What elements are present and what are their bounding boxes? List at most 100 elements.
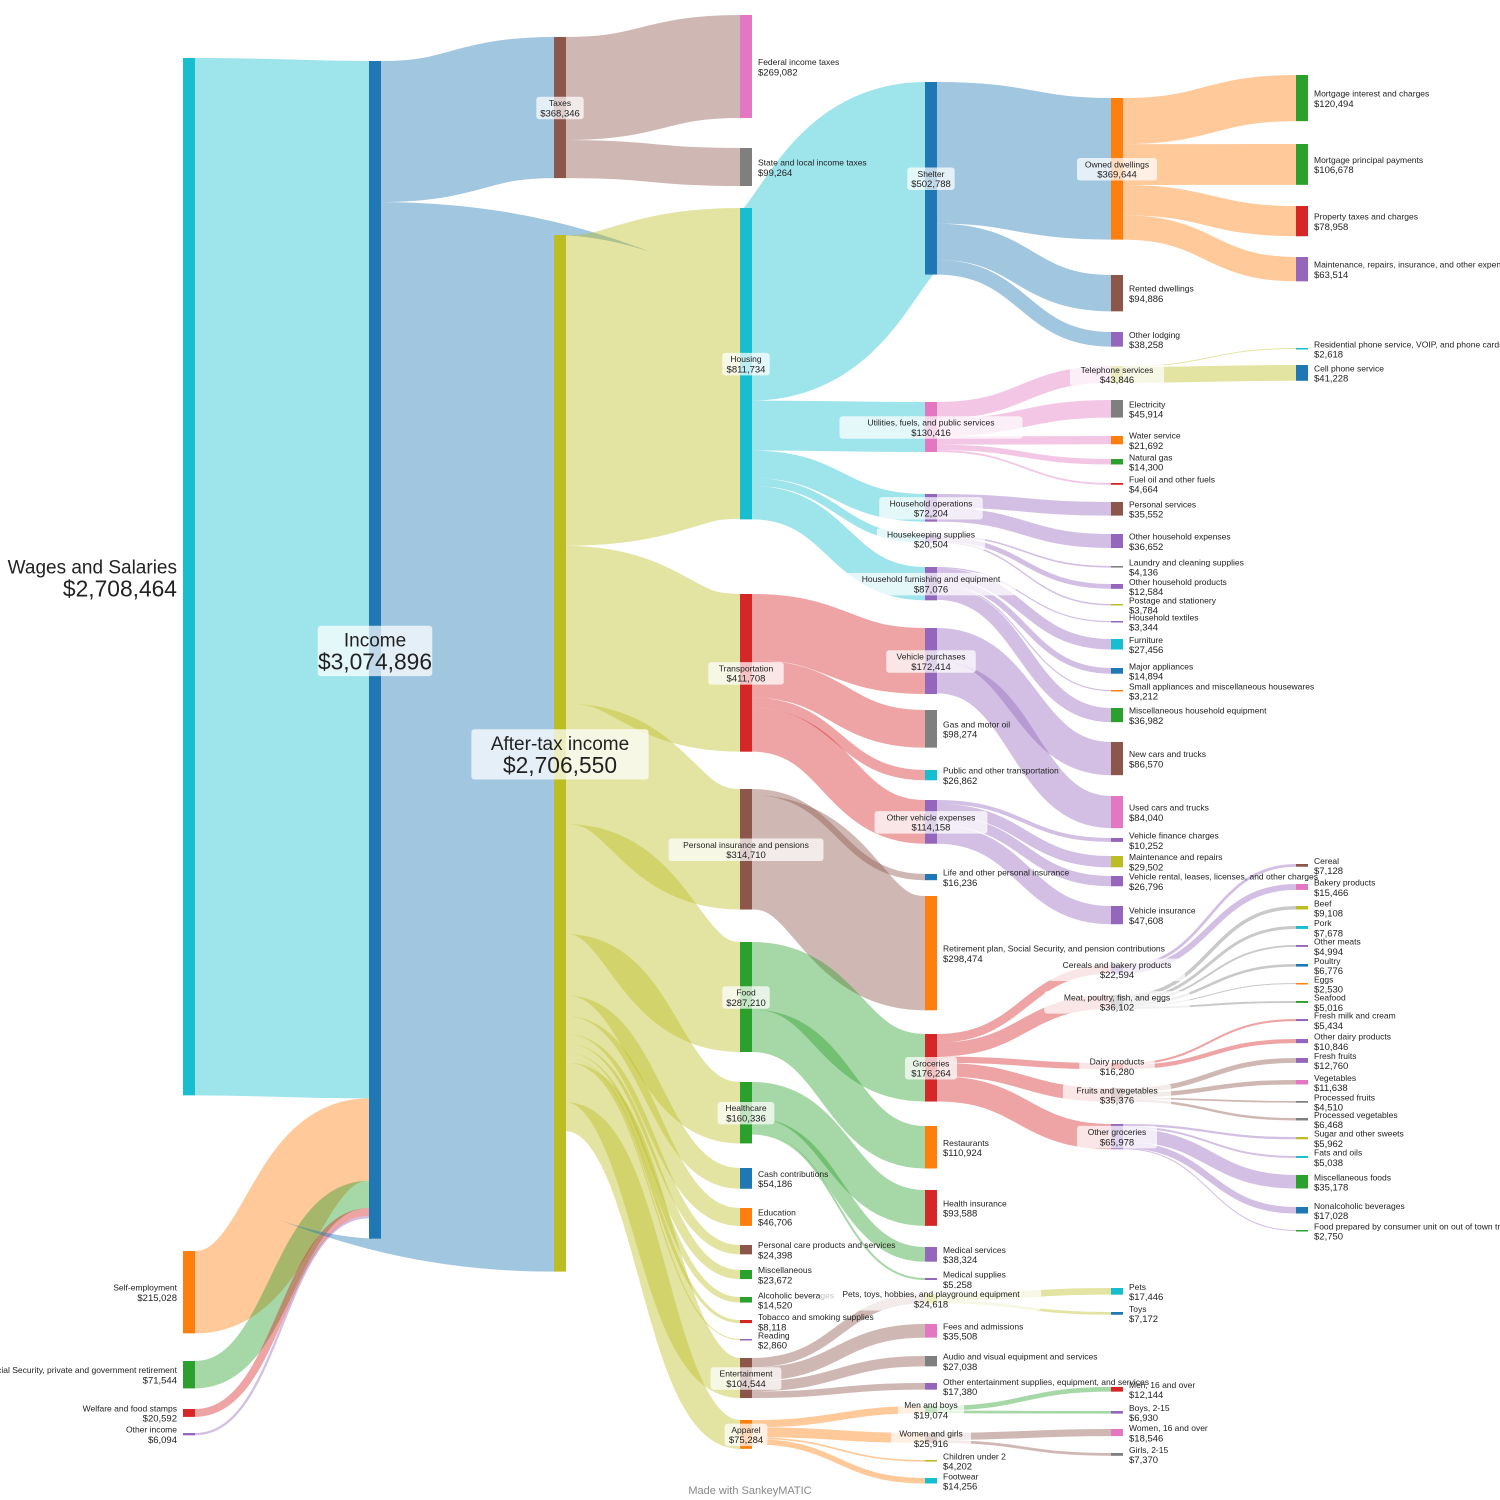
- node-name: Health insurance: [943, 1198, 1007, 1208]
- node-name: Utilities, fuels, and public services: [867, 418, 994, 428]
- node-label-telephone: Telephone services$43,846: [1069, 363, 1165, 386]
- node-name: Personal services: [1129, 499, 1196, 509]
- node-value: $12,144: [1129, 1390, 1163, 1401]
- node-label-fedtax: Federal income taxes$269,082: [758, 57, 839, 78]
- node-name: Audio and visual equipment and services: [943, 1352, 1098, 1362]
- node-bar-cellphone: [1296, 365, 1308, 381]
- node-name: Taxes: [549, 98, 571, 108]
- node-label-fueloil: Fuel oil and other fuels$4,664: [1129, 474, 1215, 495]
- node-name: Personal insurance and pensions: [683, 840, 809, 850]
- flow-aftertax-to-reading: [565, 1061, 741, 1341]
- node-value: $3,074,896: [318, 649, 432, 675]
- node-bar-tobacco: [740, 1320, 752, 1324]
- node-label-pork: Pork$7,678: [1314, 918, 1343, 939]
- flow-owned-to-proptax: [1122, 185, 1297, 237]
- node-label-owned: Owned dwellings$369,644: [1076, 158, 1158, 181]
- node-label-petsonly: Pets$17,446: [1129, 1282, 1163, 1303]
- node-bar-mischh: [1111, 708, 1123, 723]
- node-name: Vegetables: [1314, 1073, 1356, 1083]
- node-bar-medsvc: [925, 1247, 937, 1262]
- node-label-tobacco: Tobacco and smoking supplies$8,118: [758, 1312, 874, 1333]
- label-background: [876, 528, 986, 551]
- label-background: [717, 1101, 775, 1125]
- flow-ss-to-income: [193, 1180, 371, 1389]
- node-label-mortint: Mortgage interest and charges$120,494: [1314, 89, 1429, 110]
- node-name: Welfare and food stamps: [83, 1403, 177, 1413]
- node-bar-beef: [1296, 906, 1308, 910]
- node-value: $20,504: [914, 540, 948, 551]
- node-name: Transportation: [719, 663, 774, 673]
- node-label-perssvc: Personal services$35,552: [1129, 499, 1196, 520]
- node-value: $27,456: [1129, 645, 1163, 656]
- node-label-smallapp: Small appliances and miscellaneous house…: [1129, 681, 1314, 702]
- node-value: $14,894: [1129, 672, 1163, 683]
- flow-othgroc-to-sugar: [1122, 1123, 1297, 1140]
- node-name: Pets: [1129, 1282, 1146, 1292]
- node-name: Personal care products and services: [758, 1240, 896, 1250]
- node-name: Rented dwellings: [1129, 284, 1194, 294]
- node-name: Public and other transportation: [943, 766, 1059, 776]
- node-value: $9,108: [1314, 909, 1343, 920]
- node-bar-proptax: [1296, 206, 1308, 237]
- label-background: [668, 838, 824, 861]
- node-label-childu2: Children under 2$4,202: [943, 1451, 1006, 1472]
- node-value: $72,204: [914, 509, 948, 520]
- node-name: Footwear: [943, 1471, 979, 1481]
- node-value: $2,706,550: [503, 752, 617, 778]
- node-name: Water service: [1129, 431, 1181, 441]
- node-value: $4,136: [1129, 568, 1158, 579]
- node-name: Entertainment: [720, 1369, 774, 1379]
- node-label-statetax: State and local income taxes$99,264: [758, 158, 867, 179]
- node-name: Major appliances: [1129, 661, 1193, 671]
- node-value: $411,708: [727, 674, 766, 685]
- node-label-selfemp: Self-employment$215,028: [113, 1283, 177, 1304]
- node-name: State and local income taxes: [758, 158, 867, 168]
- node-label-toys: Toys$7,172: [1129, 1304, 1158, 1325]
- label-background: [724, 1423, 768, 1447]
- node-bar-otherinc: [183, 1433, 195, 1436]
- node-label-footwear: Footwear$14,256: [943, 1471, 979, 1492]
- flow-othveh-to-vfin: [936, 799, 1112, 842]
- node-value: $4,202: [943, 1462, 972, 1473]
- node-value: $5,016: [1314, 1003, 1343, 1014]
- node-value: $215,028: [137, 1293, 177, 1304]
- node-value: $269,082: [758, 67, 798, 78]
- node-bar-petsonly: [1111, 1288, 1123, 1295]
- node-name: Mortgage principal payments: [1314, 155, 1423, 165]
- node-bar-vegs: [1296, 1080, 1308, 1085]
- node-value: $5,038: [1314, 1158, 1343, 1169]
- node-name: Medical supplies: [943, 1270, 1006, 1280]
- node-name: Gas and motor oil: [943, 719, 1010, 729]
- node-label-procfruit: Processed fruits$4,510: [1314, 1092, 1375, 1113]
- flow-health-to-medsup: [751, 1132, 926, 1281]
- node-bar-cereal: [1296, 864, 1308, 867]
- node-name: Housekeeping supplies: [887, 529, 975, 539]
- node-label-mischh: Miscellaneous household equipment$36,982: [1129, 706, 1267, 727]
- node-value: $3,344: [1129, 623, 1158, 634]
- node-value: $19,074: [914, 1410, 948, 1421]
- node-label-transport: Transportation$411,708: [708, 662, 784, 685]
- node-value: $172,414: [911, 662, 951, 673]
- node-label-men16: Men, 16 and over$12,144: [1129, 1380, 1195, 1401]
- node-bar-healthins: [925, 1190, 937, 1226]
- label-background: [708, 662, 784, 685]
- node-bar-fruits: [1296, 1058, 1308, 1063]
- node-bar-fueloil: [1111, 483, 1123, 485]
- node-bar-perssvc: [1111, 502, 1123, 516]
- node-name: Meat, poultry, fish, and eggs: [1064, 992, 1170, 1002]
- node-bar-maint: [1111, 856, 1123, 868]
- node-value: $12,760: [1314, 1061, 1348, 1072]
- node-name: Household furnishing and equipment: [862, 574, 1001, 584]
- node-value: $94,886: [1129, 294, 1163, 305]
- label-background: [890, 1427, 972, 1450]
- node-value: $26,862: [943, 776, 977, 787]
- node-bar-av: [925, 1356, 937, 1367]
- node-value: $4,994: [1314, 947, 1343, 958]
- node-bar-women16: [1111, 1429, 1123, 1437]
- node-value: $27,038: [943, 1362, 977, 1373]
- node-name: Natural gas: [1129, 452, 1172, 462]
- node-bar-fats: [1296, 1156, 1308, 1158]
- flow-shelter-to-otherlodg: [936, 259, 1112, 347]
- label-background: [907, 167, 955, 191]
- node-label-sugar: Sugar and other sweets$5,962: [1314, 1129, 1404, 1150]
